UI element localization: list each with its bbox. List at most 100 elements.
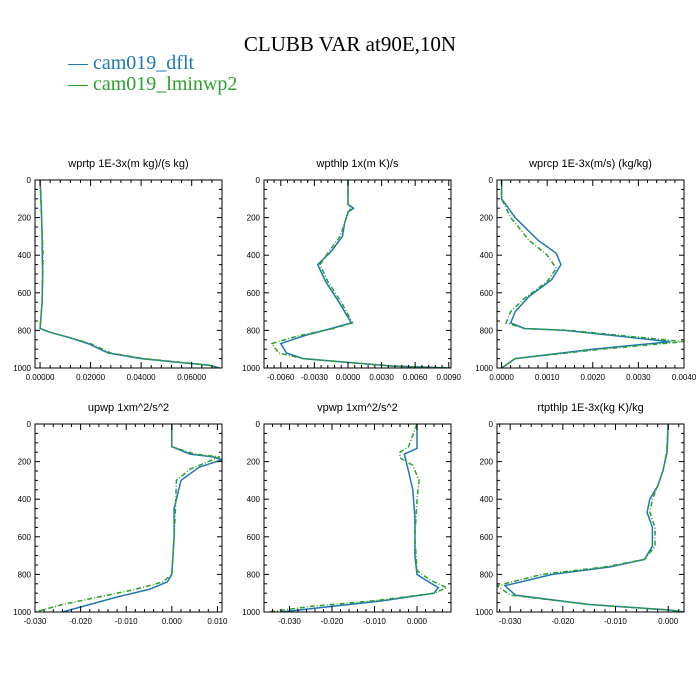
panel-title: upwp 1xm^2/s^2 (88, 402, 169, 414)
y-tick-label: 1000 (242, 364, 260, 373)
x-tick-label: -0.0030 (301, 373, 329, 382)
chart-panel-3: wprcp 1E-3x(m/s) (kg/kg) 0 200 400 600 800 100… (475, 158, 697, 382)
x-tick-label: 0.000 (658, 617, 679, 626)
x-tick-label: -0.010 (604, 617, 627, 626)
y-tick-label: 0 (489, 176, 494, 185)
x-tick-label: 0.0020 (581, 373, 606, 382)
series-line-cam019_lminwp2 (497, 424, 684, 612)
y-tick-label: 600 (247, 289, 261, 298)
panel-title: wpthlp 1x(m K)/s (316, 158, 399, 170)
x-tick-label: 0.0000 (489, 373, 514, 382)
x-tick-label: 0.010 (207, 617, 228, 626)
plot-frame (496, 423, 685, 613)
y-tick-label: 400 (247, 495, 261, 504)
chart-panel-2: wpthlp 1x(m K)/s 0 200 400 600 800 1000 -0.0060… (242, 158, 461, 382)
legend-entry-lminwp2: — cam019_lminwp2 (68, 73, 237, 96)
y-tick-label: 200 (18, 458, 32, 467)
x-tick-label: 0.0060 (403, 373, 428, 382)
x-tick-label: -0.020 (321, 617, 344, 626)
y-tick-label: 800 (18, 570, 32, 579)
series-line-cam019_lminwp2 (35, 424, 220, 612)
y-tick-label: 200 (247, 214, 261, 223)
y-tick-label: 1000 (475, 608, 493, 617)
y-tick-label: 400 (18, 251, 32, 260)
y-tick-label: 0 (256, 420, 261, 429)
series-line-cam019_dflt (503, 424, 684, 612)
y-tick-label: 400 (480, 495, 494, 504)
plot-frame (263, 423, 452, 613)
panel-title: rtpthlp 1E-3x(kg K)/kg (537, 402, 643, 414)
x-tick-label: 0.0010 (535, 373, 560, 382)
y-tick-label: 200 (18, 214, 32, 223)
chart-panel-4: upwp 1xm^2/s^2 0 200 400 600 800 1000-0.030 -0.… (13, 402, 228, 626)
chart-panel-5: vpwp 1xm^2/s^2 0 200 400 600 800 1000 -0.030 -0.… (242, 402, 452, 626)
legend-label: cam019_dflt (93, 52, 195, 74)
panel-title: wprtp 1E-3x(m kg)/(s kg) (67, 158, 188, 170)
series-line-cam019_lminwp2 (268, 424, 449, 612)
legend-label: cam019_lminwp2 (93, 73, 238, 95)
y-tick-label: 1000 (242, 608, 260, 617)
series-line-cam019_dflt (500, 180, 671, 368)
x-tick-label: -0.010 (115, 617, 138, 626)
x-tick-label: 0.0000 (336, 373, 361, 382)
y-tick-label: 800 (480, 326, 494, 335)
y-tick-label: 600 (18, 533, 32, 542)
x-tick-label: 0.00000 (26, 373, 55, 382)
x-tick-label: -0.010 (363, 617, 386, 626)
series-line-cam019_dflt (279, 180, 451, 368)
plot-frame (34, 179, 223, 369)
y-tick-label: 400 (247, 251, 261, 260)
y-tick-label: 600 (480, 533, 494, 542)
x-tick-label: 0.0090 (437, 373, 462, 382)
x-tick-label: -0.030 (24, 617, 47, 626)
chart-panel-6: rtpthlp 1E-3x(kg K)/kg02004006008001000-… (475, 402, 685, 626)
y-tick-label: 1000 (13, 364, 31, 373)
series-line-cam019_lminwp2 (39, 180, 220, 368)
x-tick-label: -0.030 (499, 617, 522, 626)
y-tick-label: 1000 (475, 364, 493, 373)
y-tick-label: 800 (247, 326, 261, 335)
y-tick-label: 400 (18, 495, 32, 504)
y-tick-label: 400 (480, 251, 494, 260)
x-tick-label: -0.020 (552, 617, 575, 626)
x-tick-label: 0.04000 (127, 373, 156, 382)
x-tick-label: 0.0030 (626, 373, 651, 382)
figure-title: CLUBB VAR at90E,10N (243, 32, 457, 56)
x-tick-label: 0.06000 (177, 373, 206, 382)
y-tick-label: 600 (480, 289, 494, 298)
y-tick-label: 800 (18, 326, 32, 335)
y-tick-label: 0 (27, 176, 32, 185)
chart-panel-1: wprtp 1E-3x(m kg)/(s kg) 0 200 400 600 800 100… (13, 158, 223, 382)
series-line-cam019_lminwp2 (270, 180, 451, 368)
x-tick-label: 0.0040 (672, 373, 697, 382)
x-tick-label: -0.020 (69, 617, 92, 626)
y-tick-label: 0 (489, 420, 494, 429)
x-tick-label: 0.000 (162, 617, 183, 626)
y-tick-label: 0 (256, 176, 261, 185)
series-line-cam019_dflt (39, 180, 220, 368)
x-tick-label: -0.030 (278, 617, 301, 626)
y-tick-label: 600 (247, 533, 261, 542)
x-tick-label: -0.0060 (267, 373, 295, 382)
plot-frame (34, 423, 223, 613)
x-tick-label: 0.0030 (369, 373, 394, 382)
series-line-cam019_dflt (280, 424, 440, 612)
legend-entry-dflt: — cam019_dflt (68, 52, 194, 75)
y-tick-label: 1000 (13, 608, 31, 617)
x-tick-label: 0.000 (407, 617, 428, 626)
y-tick-label: 200 (480, 214, 494, 223)
series-line-cam019_dflt (62, 424, 222, 612)
panel-title: wprcp 1E-3x(m/s) (kg/kg) (528, 158, 652, 170)
x-tick-label: 0.02000 (76, 373, 105, 382)
y-tick-label: 0 (27, 420, 32, 429)
series-line-cam019_lminwp2 (500, 180, 684, 368)
y-tick-label: 600 (18, 289, 32, 298)
y-tick-label: 800 (247, 570, 261, 579)
legend-line-marker: — (68, 73, 88, 95)
legend-line-marker: — (68, 52, 88, 74)
y-tick-label: 200 (480, 458, 494, 467)
y-tick-label: 200 (247, 458, 261, 467)
y-tick-label: 800 (480, 570, 494, 579)
panel-title: vpwp 1xm^2/s^2 (317, 402, 398, 414)
